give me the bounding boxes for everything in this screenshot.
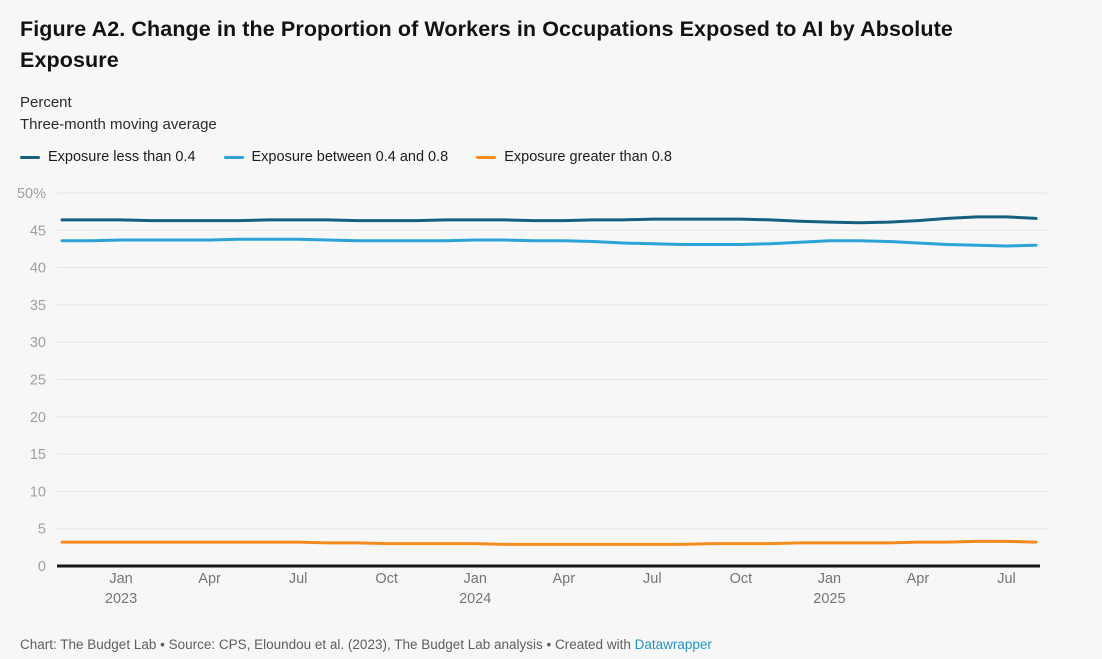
chart-title: Figure A2. Change in the Proportion of W… xyxy=(20,17,953,72)
legend-item-exposure-gt-08: Exposure greater than 0.8 xyxy=(476,149,672,165)
subtitle-unit: Percent xyxy=(20,94,72,111)
legend-label: Exposure between 0.4 and 0.8 xyxy=(251,149,449,165)
y-tick-label: 0 xyxy=(38,559,46,575)
legend-label: Exposure less than 0.4 xyxy=(48,149,196,165)
legend-item-exposure-04-08: Exposure between 0.4 and 0.8 xyxy=(223,149,449,165)
x-tick-label: Apr xyxy=(198,571,221,587)
y-tick-label: 35 xyxy=(30,298,46,314)
legend-dash-icon xyxy=(223,155,244,159)
y-tick-label: 5 xyxy=(38,522,46,538)
y-tick-label: 10 xyxy=(30,484,46,500)
x-tick-label: Oct xyxy=(375,571,398,587)
x-tick-label: Jan xyxy=(818,571,841,587)
legend-item-exposure-lt-04: Exposure less than 0.4 xyxy=(20,149,196,165)
series-line-1 xyxy=(60,237,1038,248)
y-tick-label: 25 xyxy=(30,373,46,389)
y-tick-label: 15 xyxy=(30,447,46,463)
x-tick-label: Jul xyxy=(643,571,662,587)
legend-dash-icon xyxy=(20,155,40,159)
series-line-0 xyxy=(60,215,1038,225)
x-tick-label: Oct xyxy=(730,571,753,587)
x-tick-label: Jul xyxy=(997,571,1016,587)
y-tick-label: 45 xyxy=(30,223,46,239)
footer-credit: Chart: The Budget Lab • Source: CPS, Elo… xyxy=(20,637,635,652)
x-tick-label: Jul xyxy=(289,571,308,587)
datawrapper-link[interactable]: Datawrapper xyxy=(634,637,712,652)
chart-footer: Chart: The Budget Lab • Source: CPS, Elo… xyxy=(20,637,712,652)
x-tick-label: Jan xyxy=(109,571,132,587)
x-tick-year-label: 2024 xyxy=(459,591,491,607)
y-tick-label: 50% xyxy=(17,186,46,202)
x-tick-year-label: 2023 xyxy=(105,591,137,607)
x-tick-year-label: 2025 xyxy=(813,591,845,607)
y-tick-label: 20 xyxy=(30,410,46,426)
legend: Exposure less than 0.4 Exposure between … xyxy=(20,149,672,165)
chart-subtitle: Percent Three-month moving average xyxy=(20,92,217,136)
x-tick-label: Jan xyxy=(464,571,487,587)
legend-label: Exposure greater than 0.8 xyxy=(504,149,672,165)
y-tick-label: 30 xyxy=(30,335,46,351)
y-tick-label: 40 xyxy=(30,261,46,277)
series-line-2 xyxy=(60,539,1038,546)
legend-dash-icon xyxy=(476,155,497,159)
x-tick-label: Apr xyxy=(907,571,930,587)
x-tick-label: Apr xyxy=(552,571,575,587)
subtitle-note: Three-month moving average xyxy=(20,116,217,133)
